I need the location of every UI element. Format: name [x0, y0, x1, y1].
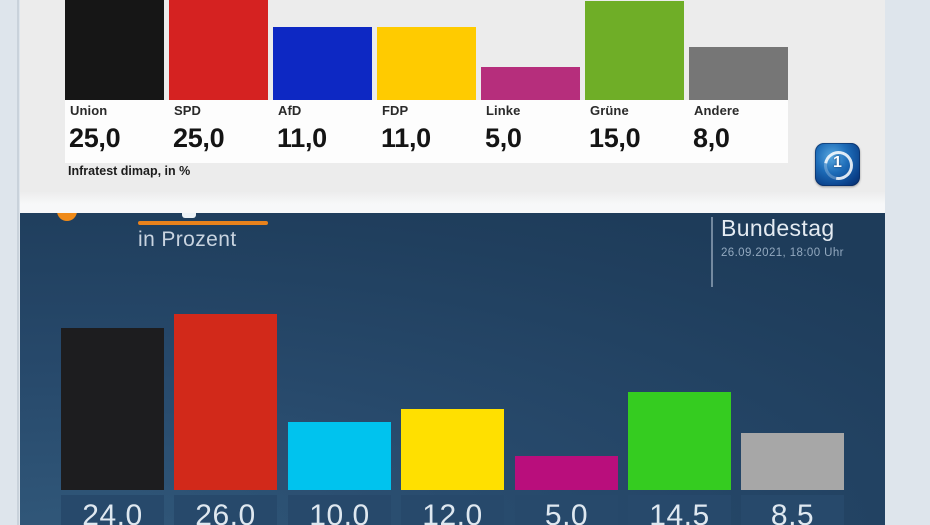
cropped-logo-dot	[57, 213, 77, 221]
top-bar-union	[65, 0, 164, 100]
top-label-col-linke: Linke 5,0	[481, 103, 580, 154]
party-value: 8,0	[693, 123, 730, 153]
bottom-value-box-1: 26,0	[174, 495, 277, 525]
source-note: Infratest dimap, in %	[68, 164, 191, 178]
party-name: Union	[70, 103, 108, 118]
bottom-bar-3	[401, 409, 504, 490]
timestamp: 26.09.2021, 18:00 Uhr	[721, 247, 844, 259]
party-value: 5,0	[485, 123, 522, 153]
party-value: 25,0	[173, 123, 225, 153]
ard-one-glyph: 1	[833, 154, 842, 171]
panel-bottom-fade	[20, 191, 885, 213]
election-title: Bundestag	[721, 215, 835, 241]
ard-logo-icon: 1	[815, 143, 860, 186]
top-bar-andere	[689, 47, 788, 100]
party-name: FDP	[382, 103, 409, 118]
bottom-bar-5	[628, 392, 731, 490]
bottom-value-box-3: 12,0	[401, 495, 504, 525]
left-margin-divider	[17, 0, 19, 525]
bottom-bar-4	[515, 456, 618, 490]
top-bar-spd	[169, 0, 268, 100]
broadcast-chart-panel: in Prozent Bundestag 26.09.2021, 18:00 U…	[20, 213, 885, 525]
top-bar-grüne	[585, 1, 684, 100]
top-label-col-union: Union 25,0	[65, 103, 164, 154]
bottom-bar-1	[174, 314, 277, 490]
bottom-bar-0	[61, 328, 164, 490]
top-label-col-spd: SPD 25,0	[169, 103, 268, 154]
bottom-value-box-6: 8,5	[741, 495, 844, 525]
top-label-col-fdp: FDP 11,0	[377, 103, 476, 154]
bottom-value-box-0: 24,0	[61, 495, 164, 525]
bottom-bar-2	[288, 422, 391, 490]
party-name: AfD	[278, 103, 302, 118]
top-label-col-andere: Andere 8,0	[689, 103, 788, 154]
top-bar-fdp	[377, 27, 476, 100]
party-value: 25,0	[69, 123, 121, 153]
chart-subtitle: in Prozent	[138, 228, 237, 251]
poll-chart-panel: Union 25,0 SPD 25,0 AfD 11,0 FDP 11,0 Linke 5,0 Gr…	[20, 0, 885, 213]
party-value: 15,0	[589, 123, 641, 153]
party-name: Andere	[694, 103, 740, 118]
label-strip	[65, 100, 788, 163]
subtitle-underline	[138, 221, 268, 225]
top-label-col-afd: AfD 11,0	[273, 103, 372, 154]
top-bar-afd	[273, 27, 372, 100]
party-name: SPD	[174, 103, 202, 118]
party-value: 11,0	[277, 123, 327, 153]
top-label-col-grüne: Grüne 15,0	[585, 103, 684, 154]
cropped-title-fragment	[182, 213, 196, 218]
bottom-value-box-5: 14,5	[628, 495, 731, 525]
header-divider	[711, 217, 713, 287]
party-name: Grüne	[590, 103, 629, 118]
bottom-value-box-2: 10,0	[288, 495, 391, 525]
bottom-bar-6	[741, 433, 844, 490]
bottom-value-box-4: 5,0	[515, 495, 618, 525]
party-value: 11,0	[381, 123, 431, 153]
party-name: Linke	[486, 103, 521, 118]
top-bar-linke	[481, 67, 580, 100]
